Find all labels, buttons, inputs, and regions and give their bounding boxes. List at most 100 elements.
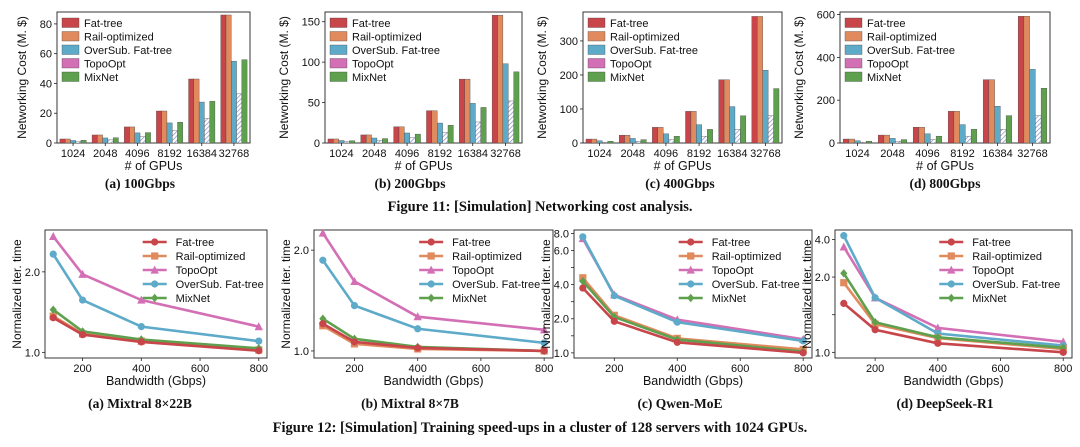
bar-topoopt-32768 xyxy=(1035,115,1042,144)
marker-mixnet-400 xyxy=(934,333,942,342)
x-tick-label-1024: 1024 xyxy=(61,148,85,160)
bar-rail-optimized-1024 xyxy=(64,138,71,144)
bar-oversub-fat-tree-4096 xyxy=(134,132,141,144)
marker-topoopt-100 xyxy=(839,242,848,251)
bar-fat-tree-2048 xyxy=(618,134,625,144)
legend-marker-topoopt xyxy=(426,265,436,274)
legend-label-mixnet: MixNet xyxy=(610,72,644,84)
legend-swatch-oversub-fat-tree xyxy=(61,44,80,55)
plot-frame xyxy=(313,229,554,359)
legend-label-topoopt: TopoOpt xyxy=(867,59,909,71)
legend-marker-mixnet xyxy=(687,293,695,303)
fig11-subcaption-c: (c) 400Gbps xyxy=(645,176,715,191)
marker-fat-tree-200 xyxy=(871,326,879,334)
bar-topoopt-8192 xyxy=(442,132,449,144)
x-tick-label-1024: 1024 xyxy=(845,148,869,160)
y-tick-label: 1.0 xyxy=(25,347,40,359)
legend-label-mixnet: MixNet xyxy=(972,293,1006,305)
bar-mixnet-2048 xyxy=(382,138,388,144)
y-tick-label: 4.0 xyxy=(815,234,830,246)
bar-mixnet-16384 xyxy=(1005,115,1013,144)
marker-oversub-fat-tree-400 xyxy=(414,325,422,333)
bar-fat-tree-16384 xyxy=(188,78,195,144)
marker-oversub-fat-tree-800 xyxy=(799,337,807,345)
bar-rail-optimized-2048 xyxy=(624,134,631,144)
x-tick-label-2048: 2048 xyxy=(880,148,904,160)
bar-oversub-fat-tree-1024 xyxy=(854,140,861,144)
bar-oversub-fat-tree-1024 xyxy=(70,140,76,144)
plot-frame xyxy=(573,229,813,359)
bar-mixnet-1024 xyxy=(80,140,87,144)
legend-label-fat-tree: Fat-tree xyxy=(84,18,123,30)
bar-oversub-fat-tree-2048 xyxy=(889,138,896,144)
x-tick-label-2048: 2048 xyxy=(362,148,386,160)
legend-label-oversub-fat-tree: OverSub. Fat-tree xyxy=(867,45,955,57)
line-mixnet xyxy=(52,308,259,350)
legend-label-fat-tree: Fat-tree xyxy=(867,18,906,30)
y-axis-label: Normalized iter. time xyxy=(539,239,553,349)
legend: Fat-tree Rail-optimized TopoOpt OverSub. Fa… xyxy=(419,237,540,305)
bar-rail-optimized-2048 xyxy=(365,134,372,144)
x-tick-label-4096: 4096 xyxy=(654,148,678,160)
legend-swatch-mixnet xyxy=(844,71,863,82)
legend-swatch-rail-optimized xyxy=(587,31,606,42)
legend-label-mixnet: MixNet xyxy=(84,72,118,84)
legend-swatch-topoopt xyxy=(587,58,606,69)
bar-mixnet-16384 xyxy=(740,115,747,144)
x-tick-label-8192: 8192 xyxy=(428,148,452,160)
marker-topoopt-100 xyxy=(49,232,58,241)
y-axis-label: Normalized iter. time xyxy=(10,239,24,349)
x-tick-label-800: 800 xyxy=(250,363,268,375)
bar-fat-tree-1024 xyxy=(327,138,334,144)
legend-swatch-oversub-fat-tree xyxy=(844,44,863,55)
bar-fat-tree-1024 xyxy=(59,138,66,144)
marker-mixnet-200 xyxy=(871,318,879,327)
bar-topoopt-32768 xyxy=(508,100,514,144)
legend-label-rail-optimized: Rail-optimized xyxy=(867,32,937,44)
legend-swatch-oversub-fat-tree xyxy=(587,44,606,55)
legend-label-oversub-fat-tree: OverSub. Fat-tree xyxy=(452,279,540,291)
legend-label-mixnet: MixNet xyxy=(176,293,210,305)
y-axis-label: Networking Cost (M. $) xyxy=(792,16,806,139)
marker-fat-tree-800 xyxy=(1059,348,1067,356)
x-axis-label: Bandwidth (Gbps) xyxy=(903,374,1003,388)
bar-mixnet-4096 xyxy=(673,136,680,144)
legend-label-topoopt: TopoOpt xyxy=(352,59,394,71)
plot-frame xyxy=(56,11,251,144)
bar-fat-tree-4096 xyxy=(124,126,130,144)
legend-label-oversub-fat-tree: OverSub. Fat-tree xyxy=(610,45,698,57)
x-tick-label-8192: 8192 xyxy=(687,148,711,160)
bar-fat-tree-8192 xyxy=(685,111,692,144)
x-axis-label: Bandwidth (Gbps) xyxy=(643,374,743,388)
y-tick-label: 60 xyxy=(40,49,52,61)
bar-rail-optimized-8192 xyxy=(431,110,438,144)
bar-topoopt-16384 xyxy=(475,121,482,144)
legend-swatch-topoopt xyxy=(329,58,348,69)
fig12-subcaption-b: (b) Mixtral 8×7B xyxy=(361,396,459,411)
y-tick-label: 100 xyxy=(560,104,578,116)
line-topoopt xyxy=(321,232,545,332)
legend-label-fat-tree: Fat-tree xyxy=(610,18,649,30)
y-tick-label: 1.0 xyxy=(554,348,569,360)
x-tick-label-4096: 4096 xyxy=(125,148,149,160)
line-chart-4: 1.0 2.0 200 400 600 800 Bandwidth (Gbps) Normal… xyxy=(10,229,268,388)
legend-label-topoopt: TopoOpt xyxy=(972,265,1014,277)
legend-label-oversub-fat-tree: OverSub. Fat-tree xyxy=(972,279,1060,291)
bar-mixnet-16384 xyxy=(480,107,487,144)
bar-oversub-fat-tree-32768 xyxy=(762,70,769,144)
x-tick-label-200: 200 xyxy=(345,363,363,375)
x-tick-label-4096: 4096 xyxy=(915,148,939,160)
legend-marker-mixnet xyxy=(151,293,159,303)
legend-label-rail-optimized: Rail-optimized xyxy=(84,32,154,44)
marker-topoopt-800 xyxy=(254,322,263,331)
x-tick-label-200: 200 xyxy=(866,363,884,375)
fig12-subcaption-a: (a) Mixtral 8×22B xyxy=(88,396,192,411)
line-chart-6: 1.0 2.0 4.0 6.0 8.0 200 400 600 800 Bandwidth (Gb… xyxy=(539,228,813,388)
bar-mixnet-4096 xyxy=(145,132,151,144)
legend-swatch-fat-tree xyxy=(587,17,606,28)
y-tick-label: 0 xyxy=(829,138,835,150)
legend-label-rail-optimized: Rail-optimized xyxy=(352,32,422,44)
bar-fat-tree-16384 xyxy=(982,79,990,144)
marker-oversub-fat-tree-400 xyxy=(137,323,145,331)
fig11-subcaption-d: (d) 800Gbps xyxy=(909,176,981,191)
